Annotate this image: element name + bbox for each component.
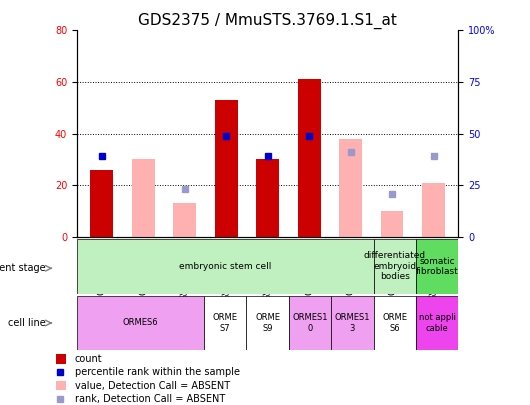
Bar xyxy=(246,296,289,350)
Bar xyxy=(215,100,237,237)
Bar xyxy=(416,239,458,294)
Bar xyxy=(339,139,362,237)
Bar xyxy=(381,211,403,237)
Text: ORMES1
3: ORMES1 3 xyxy=(335,313,370,333)
Text: rank, Detection Call = ABSENT: rank, Detection Call = ABSENT xyxy=(75,394,225,404)
Text: ORMES6: ORMES6 xyxy=(122,318,158,328)
Text: count: count xyxy=(75,354,102,364)
Bar xyxy=(132,160,155,237)
Bar xyxy=(56,381,66,390)
Bar xyxy=(77,296,204,350)
Bar xyxy=(374,239,416,294)
Text: ORME
S6: ORME S6 xyxy=(382,313,408,333)
Bar xyxy=(298,79,321,237)
Text: differentiated
embryoid
bodies: differentiated embryoid bodies xyxy=(364,252,426,281)
Text: percentile rank within the sample: percentile rank within the sample xyxy=(75,367,240,377)
Text: value, Detection Call = ABSENT: value, Detection Call = ABSENT xyxy=(75,381,229,390)
Text: ORMES1
0: ORMES1 0 xyxy=(293,313,328,333)
Bar xyxy=(90,170,113,237)
Bar xyxy=(56,354,66,364)
Bar xyxy=(374,296,416,350)
Text: not appli
cable: not appli cable xyxy=(419,313,456,333)
Title: GDS2375 / MmuSTS.3769.1.S1_at: GDS2375 / MmuSTS.3769.1.S1_at xyxy=(138,13,397,29)
Bar xyxy=(289,296,331,350)
Bar xyxy=(422,183,445,237)
Bar xyxy=(204,296,246,350)
Text: somatic
fibroblast: somatic fibroblast xyxy=(416,257,458,276)
Bar xyxy=(416,296,458,350)
Text: ORME
S7: ORME S7 xyxy=(213,313,238,333)
Text: embryonic stem cell: embryonic stem cell xyxy=(179,262,271,271)
Text: cell line: cell line xyxy=(8,318,46,328)
Bar xyxy=(256,160,279,237)
Bar xyxy=(77,239,374,294)
Text: development stage: development stage xyxy=(0,263,46,273)
Bar xyxy=(173,203,196,237)
Bar xyxy=(331,296,374,350)
Text: ORME
S9: ORME S9 xyxy=(255,313,280,333)
